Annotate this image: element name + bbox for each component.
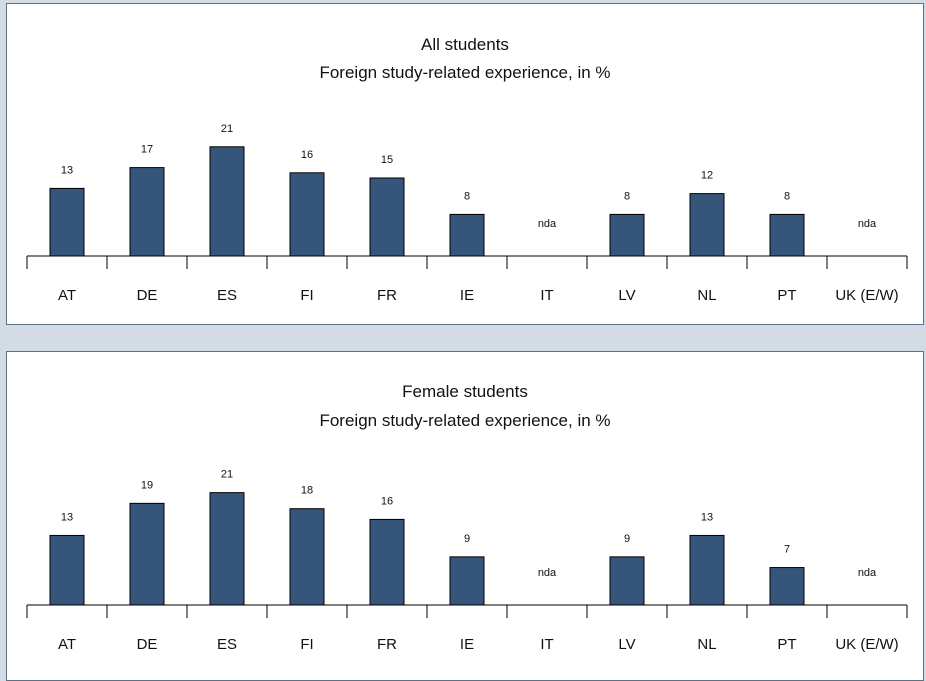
data-label: 13 <box>701 511 713 523</box>
bar-fi <box>289 508 325 606</box>
category-label: NL <box>697 636 716 653</box>
category-label: AT <box>58 287 76 304</box>
bar-fr <box>369 518 405 606</box>
data-label: nda <box>858 567 877 579</box>
bar-ie <box>449 556 485 606</box>
data-label: 9 <box>624 533 630 545</box>
data-label: 17 <box>141 144 153 156</box>
category-label: FR <box>377 636 397 653</box>
bar-de <box>129 167 165 257</box>
bar-ie <box>449 213 485 257</box>
bar-es <box>209 492 245 606</box>
chart-panel-all-students: All students Foreign study-related exper… <box>6 3 924 325</box>
category-label: NL <box>697 287 716 304</box>
bar-pt <box>769 567 805 606</box>
category-label: DE <box>137 636 158 653</box>
category-label: PT <box>777 287 796 304</box>
bars: 13 AT 19 DE 21 ES 18 FI 16 FR 9 IE nda IT 9 LV 13 NL 7 PT nd… <box>26 469 908 653</box>
category-label: IE <box>460 287 474 304</box>
bar-nl <box>689 534 725 606</box>
data-label: 18 <box>301 485 313 497</box>
bar-lv <box>609 213 645 257</box>
bar-de <box>129 502 165 606</box>
category-label: IT <box>540 287 553 304</box>
chart-title: Female students <box>402 382 528 401</box>
data-label: 7 <box>784 544 790 556</box>
data-label: 21 <box>221 469 233 481</box>
category-label: ES <box>217 636 237 653</box>
category-label: PT <box>777 636 796 653</box>
data-label: nda <box>858 218 877 230</box>
data-label: 13 <box>61 164 73 176</box>
data-label: nda <box>538 567 557 579</box>
bar-nl <box>689 193 725 257</box>
data-label: 19 <box>141 479 153 491</box>
category-label: AT <box>58 636 76 653</box>
data-label: 21 <box>221 123 233 135</box>
category-label: LV <box>618 287 635 304</box>
bar-chart-all-students: All students Foreign study-related exper… <box>26 35 908 304</box>
bar-pt <box>769 213 805 257</box>
chart-subtitle: Foreign study-related experience, in % <box>319 411 610 430</box>
category-label: LV <box>618 636 635 653</box>
chart-subtitle: Foreign study-related experience, in % <box>319 63 610 82</box>
data-label: 8 <box>784 190 790 202</box>
bar-at <box>49 534 85 606</box>
bar-lv <box>609 556 645 606</box>
chart-panel-female-students: Female students Foreign study-related ex… <box>6 351 924 681</box>
category-label: DE <box>137 287 158 304</box>
category-label: UK (E/W) <box>835 636 898 653</box>
category-label: IT <box>540 636 553 653</box>
data-label: 16 <box>301 149 313 161</box>
data-label: nda <box>538 218 557 230</box>
category-label: UK (E/W) <box>835 287 898 304</box>
category-label: ES <box>217 287 237 304</box>
data-label: 8 <box>624 190 630 202</box>
bar-fi <box>289 172 325 257</box>
data-label: 15 <box>381 154 393 166</box>
data-label: 9 <box>464 533 470 545</box>
data-label: 13 <box>61 511 73 523</box>
data-label: 16 <box>381 495 393 507</box>
bar-at <box>49 187 85 257</box>
chart-title: All students <box>421 35 509 54</box>
bar-chart-female-students: Female students Foreign study-related ex… <box>26 382 908 653</box>
data-label: 12 <box>701 170 713 182</box>
bars: 13 AT 17 DE 21 ES 16 FI 15 FR 8 IE nda IT 8 LV 12 NL 8 PT nd… <box>26 123 908 304</box>
bar-fr <box>369 177 405 257</box>
bar-es <box>209 146 245 257</box>
category-label: FI <box>300 287 313 304</box>
category-label: IE <box>460 636 474 653</box>
category-label: FI <box>300 636 313 653</box>
category-label: FR <box>377 287 397 304</box>
data-label: 8 <box>464 190 470 202</box>
